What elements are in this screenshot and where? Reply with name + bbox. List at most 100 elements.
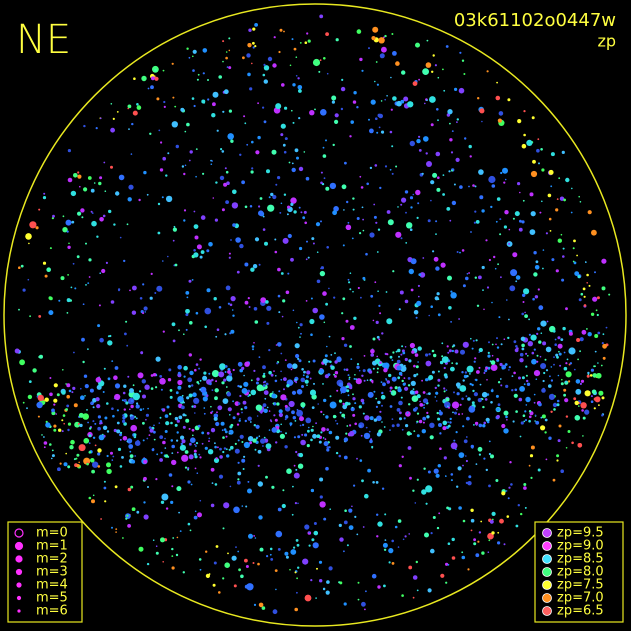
star — [361, 601, 366, 607]
star — [332, 414, 337, 419]
star — [280, 378, 283, 381]
star — [239, 394, 242, 398]
star — [563, 198, 566, 202]
star — [555, 353, 559, 357]
star — [164, 454, 169, 458]
star — [358, 405, 362, 409]
star — [372, 319, 375, 322]
star — [80, 395, 85, 401]
star — [167, 378, 172, 382]
star — [293, 210, 297, 214]
star — [305, 258, 308, 261]
star — [241, 458, 246, 463]
star — [286, 468, 292, 475]
star — [458, 413, 460, 416]
star — [401, 345, 404, 348]
star — [139, 390, 142, 393]
star — [491, 511, 496, 516]
star — [544, 431, 547, 434]
star — [445, 475, 447, 477]
star — [258, 602, 264, 608]
star — [582, 287, 586, 291]
star — [540, 320, 547, 327]
star — [377, 113, 382, 118]
star — [164, 437, 166, 440]
star — [280, 123, 286, 129]
legend-marker — [16, 595, 22, 601]
star — [76, 453, 80, 457]
star — [129, 408, 131, 411]
star — [433, 256, 439, 262]
star — [119, 236, 122, 239]
star — [212, 583, 216, 587]
star — [403, 96, 409, 102]
star — [214, 388, 219, 393]
star — [473, 424, 475, 426]
star — [346, 389, 350, 393]
star — [130, 399, 134, 402]
star — [280, 272, 284, 275]
star — [529, 454, 534, 458]
star — [223, 502, 230, 509]
star — [484, 398, 488, 401]
star — [504, 210, 509, 215]
star — [182, 413, 186, 417]
star — [453, 439, 456, 442]
star — [338, 523, 342, 528]
star — [220, 421, 225, 426]
star — [244, 205, 248, 209]
star — [155, 386, 158, 389]
star — [564, 380, 567, 383]
star — [171, 555, 174, 557]
star — [243, 381, 249, 387]
star — [545, 346, 552, 353]
star — [421, 379, 423, 382]
star — [563, 393, 566, 397]
star — [324, 438, 327, 441]
star — [130, 485, 134, 489]
star — [345, 319, 349, 323]
star — [328, 335, 331, 338]
star — [243, 441, 250, 449]
star — [424, 102, 426, 105]
star — [386, 318, 393, 325]
star — [471, 347, 474, 350]
star — [63, 462, 68, 467]
star — [525, 404, 528, 406]
star — [129, 289, 131, 292]
star — [258, 205, 261, 208]
star — [569, 362, 573, 365]
star — [361, 206, 364, 209]
star — [195, 311, 199, 315]
star — [232, 223, 236, 227]
star — [373, 203, 376, 206]
star — [123, 259, 126, 263]
star — [430, 123, 434, 127]
star — [574, 368, 576, 371]
star — [243, 374, 245, 377]
star — [42, 196, 47, 200]
star — [215, 181, 218, 184]
star — [456, 251, 459, 253]
star — [353, 91, 357, 95]
star — [77, 211, 82, 216]
star — [153, 430, 156, 434]
star — [46, 267, 51, 273]
star — [308, 360, 311, 363]
star — [62, 227, 68, 233]
star — [229, 414, 231, 416]
star — [349, 424, 352, 427]
star — [513, 393, 518, 398]
star — [287, 233, 292, 239]
star — [496, 81, 498, 84]
star — [215, 421, 220, 427]
star — [70, 190, 77, 197]
star — [322, 587, 326, 591]
star — [377, 228, 381, 231]
star — [280, 352, 283, 355]
star — [425, 378, 429, 382]
star — [298, 166, 304, 172]
star — [456, 118, 459, 121]
star — [391, 539, 395, 543]
star — [171, 547, 174, 551]
